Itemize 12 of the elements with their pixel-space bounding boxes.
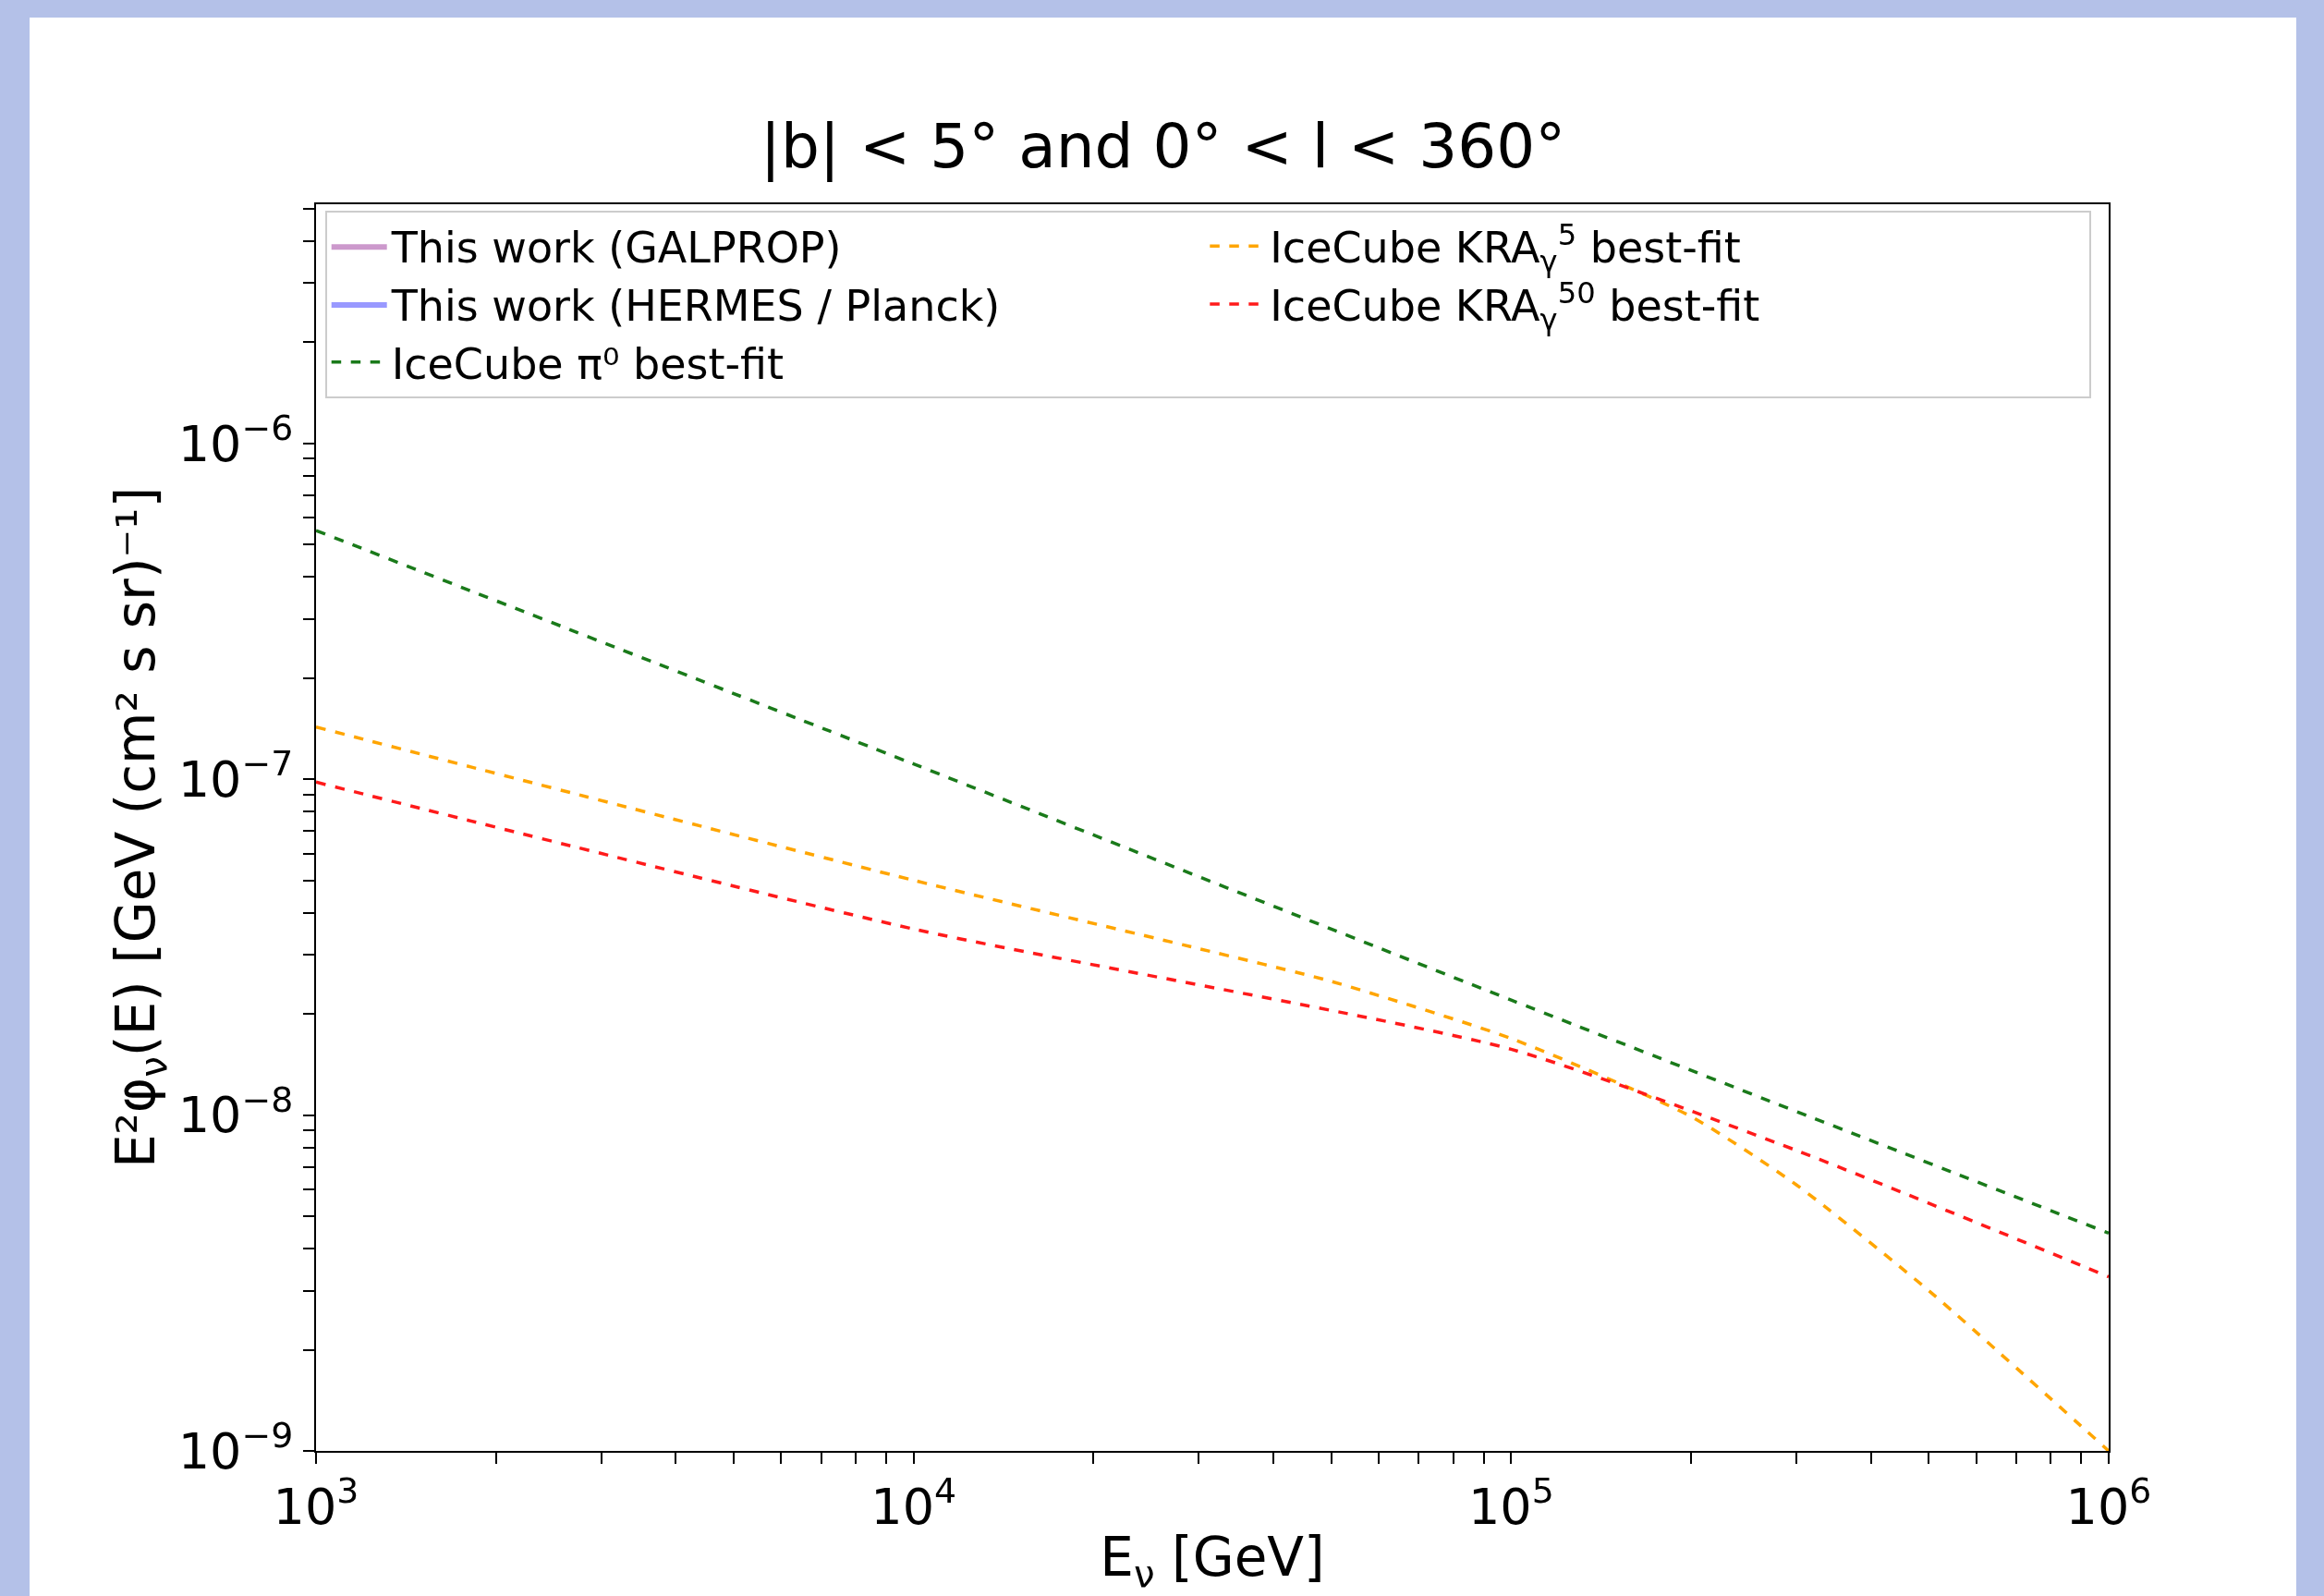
y-tick-label: 10$^{−8}$	[177, 1078, 294, 1145]
x-tick-label: 10$^{5}$	[1467, 1470, 1554, 1536]
y-tick-label: 10$^{−7}$	[177, 743, 294, 810]
legend-label: This work (HERMES / Planck)	[390, 280, 1001, 331]
chart-title: |b| < 5° and 0° < l < 360°	[760, 111, 1566, 183]
x-axis-title: E$_{ν}$ [GeV]	[1100, 1525, 1325, 1596]
line-series	[316, 529, 2109, 1236]
x-tick-label: 10$^{6}$	[2065, 1470, 2152, 1536]
x-tick-label: 10$^{4}$	[870, 1470, 957, 1536]
legend-label: This work (GALPROP)	[390, 223, 842, 274]
y-tick-label: 10$^{−6}$	[177, 407, 294, 473]
legend-label: IceCube π⁰ best-fit	[391, 338, 785, 389]
